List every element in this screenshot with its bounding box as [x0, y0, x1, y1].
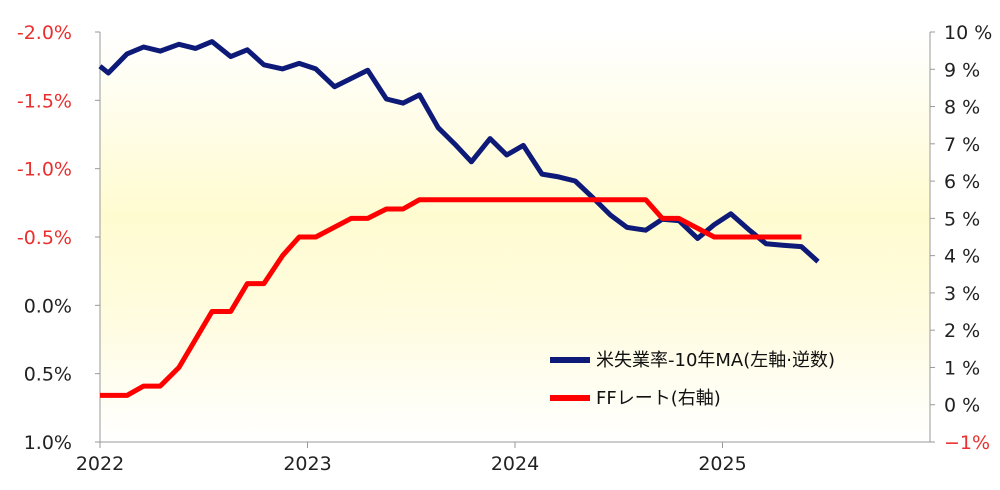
x-tick-label: 2022: [76, 453, 124, 475]
right-tick-label: 8 %: [944, 97, 980, 119]
x-tick-label: 2025: [698, 453, 746, 475]
left-tick-label: -0.5%: [17, 227, 72, 249]
right-tick-label: 1 %: [944, 357, 980, 379]
right-tick-label: 5 %: [944, 208, 980, 230]
legend: 米失業率-10年MA(左軸·逆数) FFレート(右軸): [550, 350, 835, 409]
legend-label-unemployment: 米失業率-10年MA(左軸·逆数): [596, 350, 835, 371]
right-tick-label: 0 %: [944, 395, 980, 417]
x-tick-label: 2023: [283, 453, 331, 475]
right-tick-label: 3 %: [944, 283, 980, 305]
left-tick-label: 0.0%: [24, 295, 72, 317]
series-line-unemployment: [98, 39, 820, 264]
left-tick-label: 1.0%: [24, 432, 72, 454]
right-tick-label: 2 %: [944, 320, 980, 342]
series-line-ffrate: [100, 197, 802, 398]
right-tick-label: 10 %: [944, 22, 992, 44]
right-tick-label: 9 %: [944, 59, 980, 81]
left-tick-label: 0.5%: [24, 364, 72, 386]
left-tick-label: -1.0%: [17, 159, 72, 181]
right-tick-label: 4 %: [944, 246, 980, 268]
left-tick-label: -1.5%: [17, 90, 72, 112]
right-tick-label: 7 %: [944, 134, 980, 156]
right-tick-label: −1%: [944, 432, 990, 454]
legend-label-ffrate: FFレート(右軸): [596, 388, 721, 409]
right-tick-label: 6 %: [944, 171, 980, 193]
left-tick-label: -2.0%: [17, 22, 72, 44]
x-tick-label: 2024: [491, 453, 539, 475]
plot-background: [100, 32, 930, 442]
